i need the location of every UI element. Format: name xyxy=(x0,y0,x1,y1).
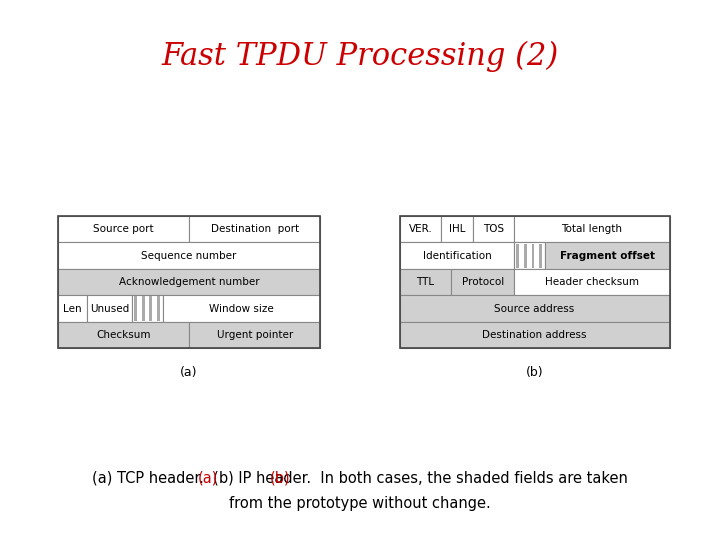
Bar xyxy=(531,244,534,268)
Text: VER.: VER. xyxy=(409,224,433,234)
Text: Fast TPDU Processing (2): Fast TPDU Processing (2) xyxy=(161,41,559,72)
Text: (a): (a) xyxy=(180,366,198,379)
Bar xyxy=(524,244,527,268)
Bar xyxy=(142,296,145,321)
Bar xyxy=(400,216,670,348)
Text: Header checksum: Header checksum xyxy=(545,277,639,287)
Text: Unused: Unused xyxy=(90,303,129,314)
Text: (a) TCP header.  (b) IP header.  In both cases, the shaded fields are taken: (a) TCP header. (b) IP header. In both c… xyxy=(92,470,628,485)
Text: IHL: IHL xyxy=(449,224,465,234)
Text: Urgent pointer: Urgent pointer xyxy=(217,330,293,340)
Bar xyxy=(58,216,189,242)
Bar xyxy=(58,242,320,269)
Text: Acknowledgement number: Acknowledgement number xyxy=(119,277,259,287)
Bar xyxy=(546,242,670,269)
Bar xyxy=(539,244,542,268)
Bar xyxy=(149,296,152,321)
Text: TTL: TTL xyxy=(416,277,434,287)
Bar xyxy=(400,269,451,295)
Bar xyxy=(189,216,320,242)
Bar xyxy=(400,216,441,242)
Text: Source address: Source address xyxy=(495,303,575,314)
Bar xyxy=(451,269,514,295)
Text: Fragment offset: Fragment offset xyxy=(560,251,655,261)
Bar xyxy=(134,296,137,321)
Bar xyxy=(58,295,86,322)
Text: Sequence number: Sequence number xyxy=(141,251,237,261)
Bar xyxy=(58,322,189,348)
Text: Source port: Source port xyxy=(93,224,153,234)
Bar xyxy=(157,296,160,321)
Bar xyxy=(514,242,546,269)
Text: (b): (b) xyxy=(270,470,290,485)
Text: Destination  port: Destination port xyxy=(211,224,299,234)
Text: Checksum: Checksum xyxy=(96,330,150,340)
Text: (b): (b) xyxy=(526,366,544,379)
Bar xyxy=(163,295,320,322)
Text: Window size: Window size xyxy=(210,303,274,314)
Bar xyxy=(189,322,320,348)
Bar xyxy=(400,295,670,322)
Text: Protocol: Protocol xyxy=(462,277,504,287)
Bar xyxy=(516,244,519,268)
Bar xyxy=(441,216,472,242)
Text: Len: Len xyxy=(63,303,81,314)
Text: Total length: Total length xyxy=(562,224,623,234)
Text: TOS: TOS xyxy=(483,224,504,234)
Bar xyxy=(400,242,514,269)
Text: (a): (a) xyxy=(198,470,219,485)
Bar xyxy=(400,322,670,348)
Bar xyxy=(58,216,320,348)
Bar xyxy=(514,269,670,295)
Bar xyxy=(514,216,670,242)
Bar xyxy=(58,269,320,295)
Bar xyxy=(472,216,514,242)
Bar xyxy=(132,295,163,322)
Text: from the prototype without change.: from the prototype without change. xyxy=(229,496,491,511)
Text: Identification: Identification xyxy=(423,251,491,261)
Text: Destination address: Destination address xyxy=(482,330,587,340)
Bar xyxy=(86,295,132,322)
